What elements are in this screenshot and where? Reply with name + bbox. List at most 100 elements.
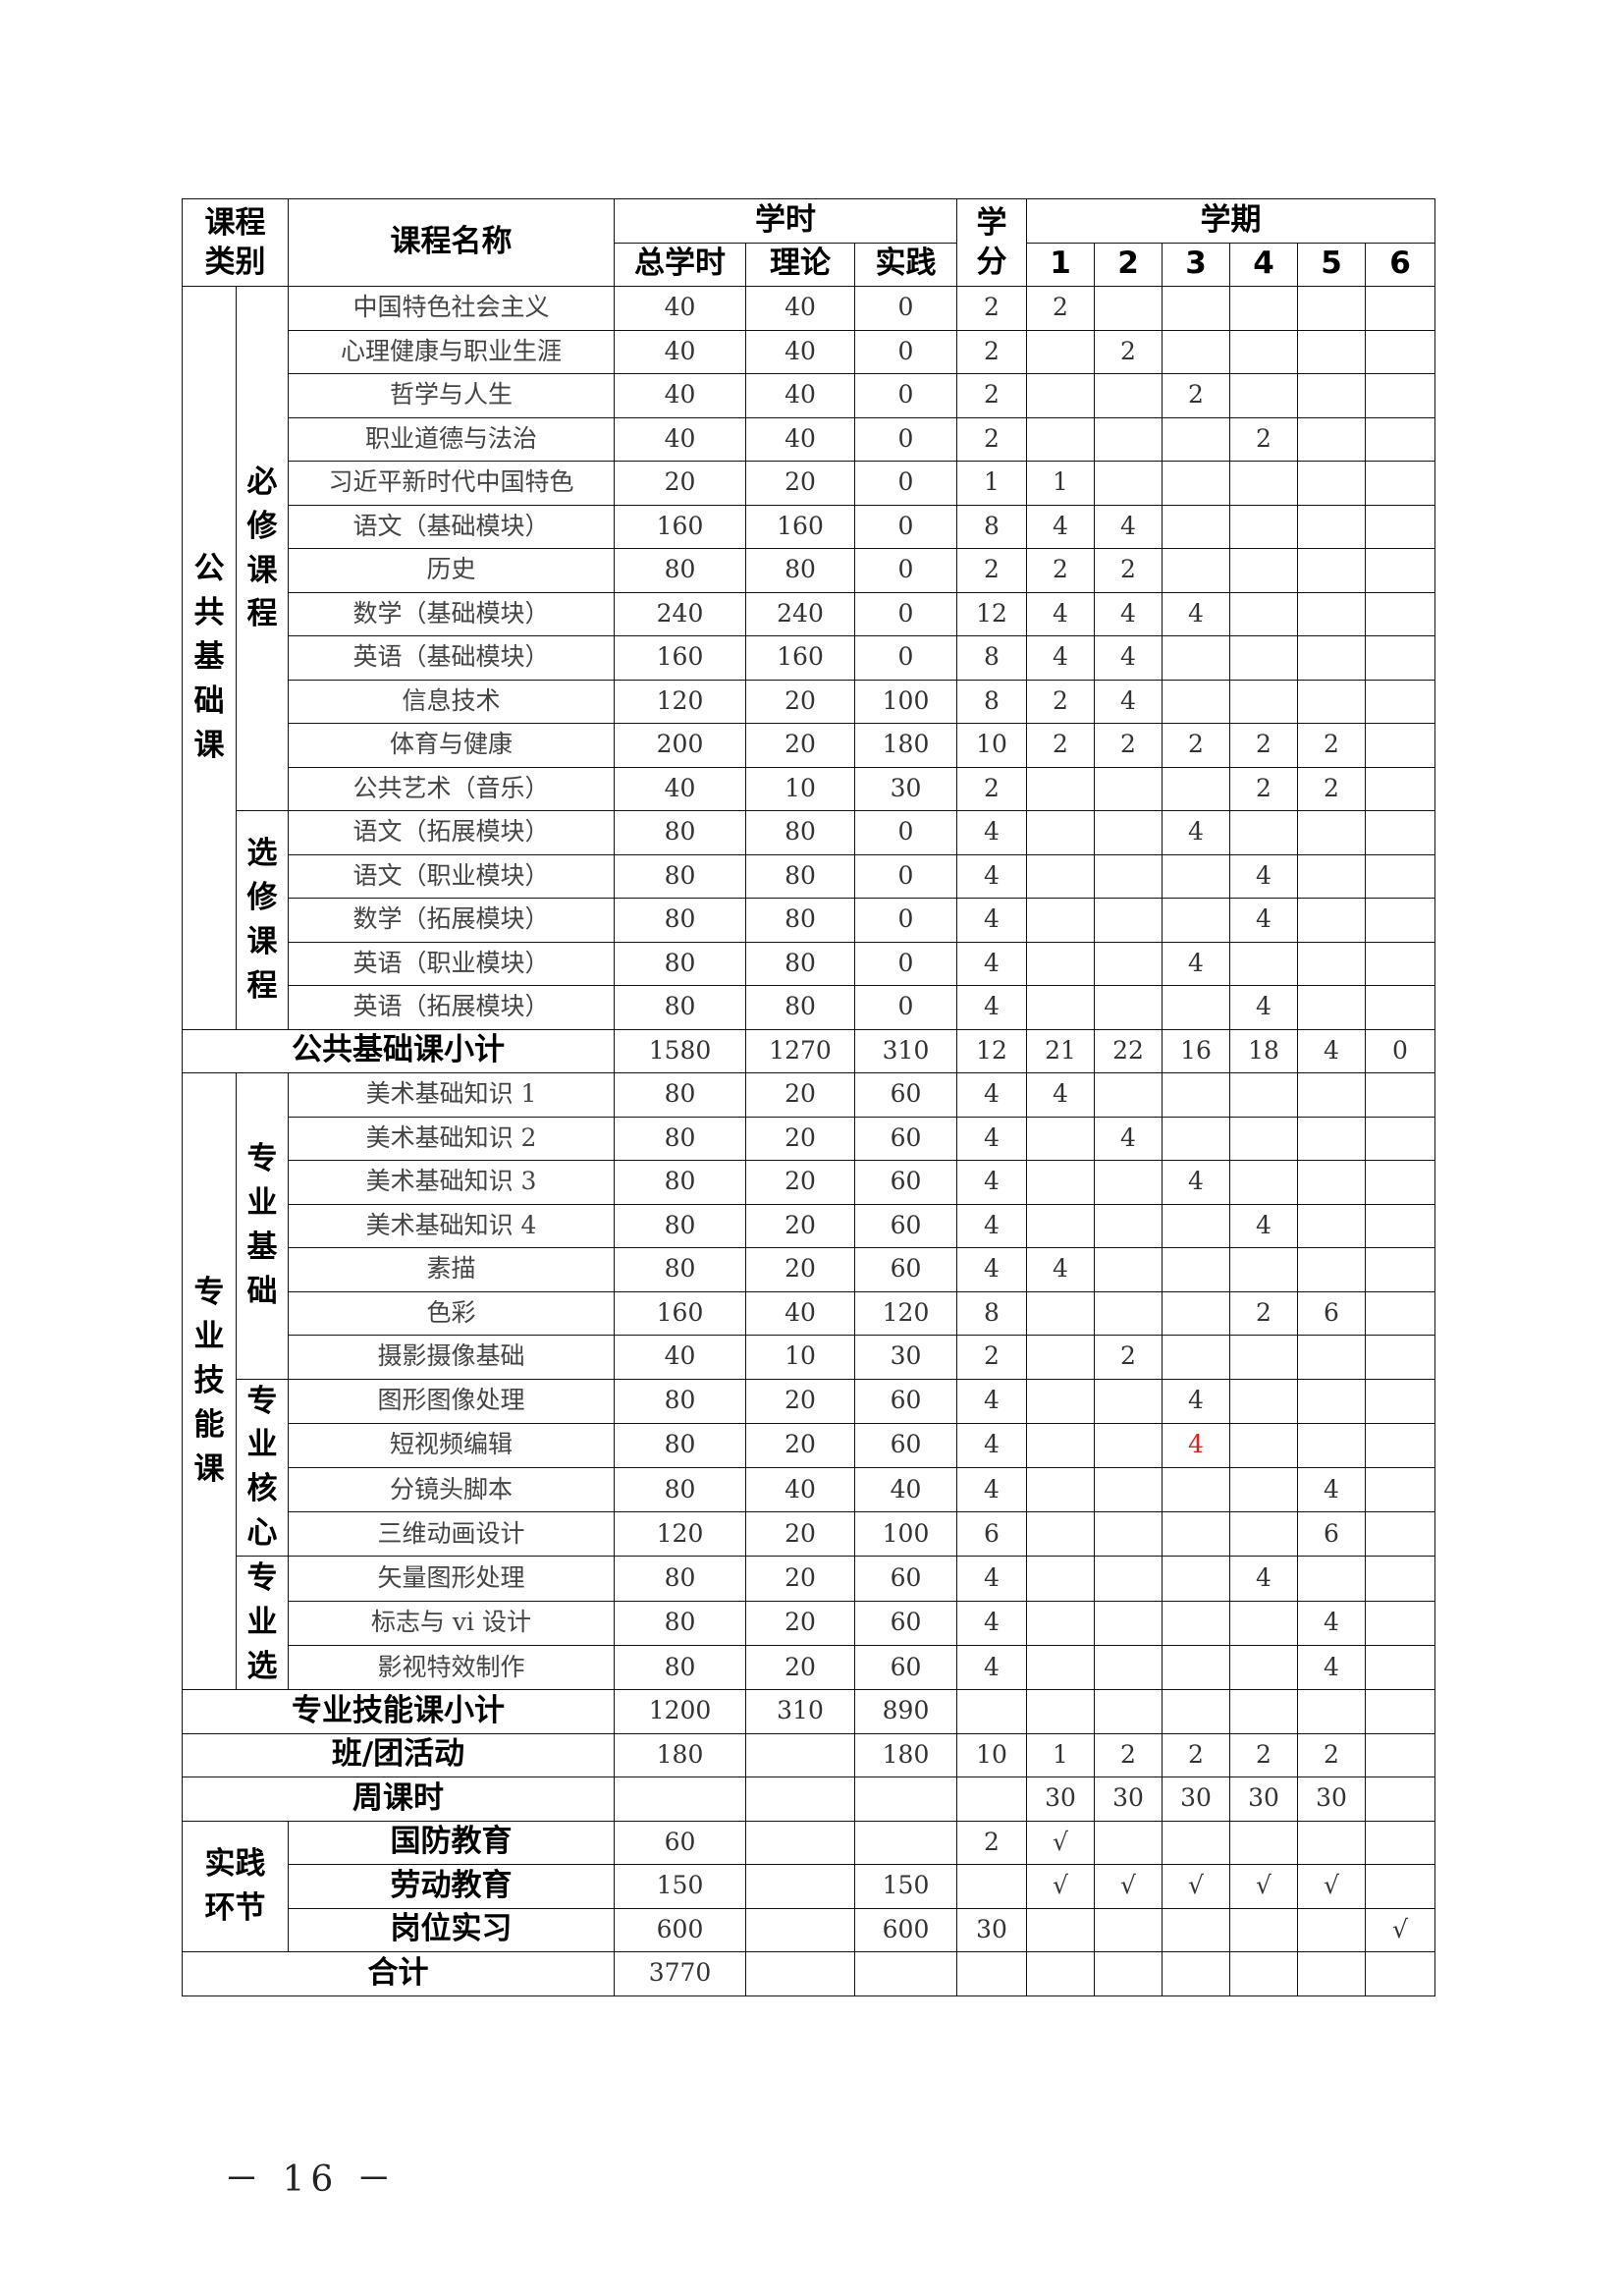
cell-sem-4: [1229, 591, 1298, 636]
header-category: 课程类别: [182, 198, 289, 287]
cell-sem-2: [1094, 1466, 1163, 1513]
cell-sem-6: [1365, 1116, 1435, 1161]
cell-sem-4: 4: [1229, 985, 1298, 1030]
cell-sem-6: [1365, 1951, 1435, 1996]
cell-sem-2: [1094, 1160, 1163, 1205]
course-name: 美术基础知识 4: [288, 1203, 615, 1248]
cell-total-hours: 160: [614, 1290, 746, 1336]
cell-sem-2: [1094, 1422, 1163, 1468]
cell-sem-1: 4: [1026, 1247, 1095, 1292]
cell-sem-4: 30: [1229, 1777, 1298, 1822]
cell-total-hours: 40: [614, 1335, 746, 1380]
cell-sem-3: [1162, 1600, 1230, 1646]
table-row: 公共基础课 必修课程 中国特色社会主义 40 40 0 2 2: [182, 286, 1435, 1030]
course-name: 中国特色社会主义: [288, 286, 615, 331]
cell-sem-4: 4: [1229, 898, 1298, 943]
cell-sem-4: [1229, 461, 1298, 506]
category-label: 实践环节: [182, 1820, 289, 1953]
table-row: 专业技能课 专业基础 美术基础知识 1 80 20 60 4 4: [182, 1071, 1435, 1691]
cell-sem-6: [1365, 1422, 1435, 1468]
cell-sem-1: [1026, 898, 1095, 943]
cell-sem-4: [1229, 941, 1298, 986]
header-course-name: 课程名称: [288, 198, 615, 287]
course-name: 色彩: [288, 1290, 615, 1336]
cell-credit: 4: [956, 1116, 1027, 1161]
cell-theory: [745, 1951, 855, 1996]
header-total-hours: 总学时: [614, 242, 746, 287]
course-name: 公共艺术（音乐）: [288, 766, 615, 811]
cell-theory: 40: [745, 286, 855, 331]
cell-sem-2: 4: [1094, 591, 1163, 636]
cell-sem-3: 2: [1162, 1732, 1230, 1778]
cell-total-hours: 200: [614, 723, 746, 768]
cell-sem-6: [1365, 1511, 1435, 1558]
cell-sem-5: [1297, 985, 1366, 1030]
cell-sem-1: 2: [1026, 286, 1095, 331]
cell-theory: 80: [745, 898, 855, 943]
cell-theory: 40: [745, 1466, 855, 1513]
cell-sem-1: [1026, 1335, 1095, 1380]
cell-sem-5: 4: [1297, 1644, 1366, 1691]
cell-credit: 4: [956, 898, 1027, 943]
cell-theory: 80: [745, 853, 855, 899]
cell-theory: [745, 1732, 855, 1778]
cell-practice: [854, 1951, 957, 1996]
cell-sem-6: [1365, 853, 1435, 899]
cell-sem-3: [1162, 1290, 1230, 1336]
cell-sem-2: 4: [1094, 1116, 1163, 1161]
cell-credit: 2: [956, 373, 1027, 418]
course-name: 数学（拓展模块）: [288, 898, 615, 943]
cell-sem-2: 2: [1094, 329, 1163, 374]
cell-theory: 20: [745, 1422, 855, 1468]
cell-practice: 0: [854, 985, 957, 1030]
cell-sem-3: [1162, 461, 1230, 506]
subtotal-label: 专业技能课小计: [182, 1689, 615, 1734]
subcategory-label: 专业基础: [236, 1072, 289, 1380]
cell-practice: 0: [854, 810, 957, 855]
cell-sem-2: [1094, 853, 1163, 899]
cell-sem-4: [1229, 1644, 1298, 1691]
cell-sem-3: [1162, 679, 1230, 724]
cell-practice: 60: [854, 1556, 957, 1602]
cell-sem-1: 30: [1026, 1777, 1095, 1822]
cell-sem-5: [1297, 941, 1366, 986]
cell-credit: 4: [956, 941, 1027, 986]
table-row: 语文（基础模块） 160 160 0 8 4 4: [183, 504, 1435, 549]
cell-sem-6: [1365, 1378, 1435, 1424]
cell-sem-3: [1162, 898, 1230, 943]
total-row: 合计 3770: [182, 1951, 1435, 1996]
cell-credit: 4: [956, 1072, 1027, 1118]
cell-sem-3: 4: [1162, 941, 1230, 986]
subcategory-label: 专业核心: [236, 1378, 289, 1558]
header-sem-2: 2: [1094, 242, 1163, 287]
header-row-1: 课程类别 课程名称 学时 学分 学期: [182, 198, 1435, 287]
cell-sem-3: 30: [1162, 1777, 1230, 1822]
cell-sem-4: [1229, 504, 1298, 549]
cell-sem-5: [1297, 635, 1366, 681]
course-name: 历史: [288, 548, 615, 593]
cell-sem-2: [1094, 985, 1163, 1030]
cell-sem-5: [1297, 1072, 1366, 1118]
cell-theory: [745, 1907, 855, 1953]
cell-theory: 20: [745, 723, 855, 768]
cell-sem-6: [1365, 461, 1435, 506]
cell-total-hours: 80: [614, 1072, 746, 1118]
cell-theory: [745, 1820, 855, 1866]
cell-practice: 60: [854, 1600, 957, 1646]
cell-total-hours: 40: [614, 416, 746, 462]
cell-sem-1: [1026, 1116, 1095, 1161]
cell-theory: 40: [745, 1290, 855, 1336]
cell-theory: 20: [745, 1644, 855, 1691]
cell-sem-3: [1162, 1335, 1230, 1380]
cell-sem-3: √: [1162, 1864, 1230, 1909]
weekly-hours-row: 周课时 30 30 30 30 30: [182, 1777, 1435, 1822]
cell-sem-5: [1297, 1689, 1366, 1734]
cell-sem-2: [1094, 286, 1163, 331]
table-row: 专业核心 图形图像处理 80 20 60 4 4: [183, 1378, 1435, 1558]
cell-sem-6: [1365, 1160, 1435, 1205]
cell-sem-6: [1365, 1689, 1435, 1734]
cell-theory: 240: [745, 591, 855, 636]
cell-sem-3: [1162, 416, 1230, 462]
cell-theory: 310: [745, 1689, 855, 1734]
table-row: 美术基础知识 4 80 20 60 4 4: [183, 1203, 1435, 1248]
